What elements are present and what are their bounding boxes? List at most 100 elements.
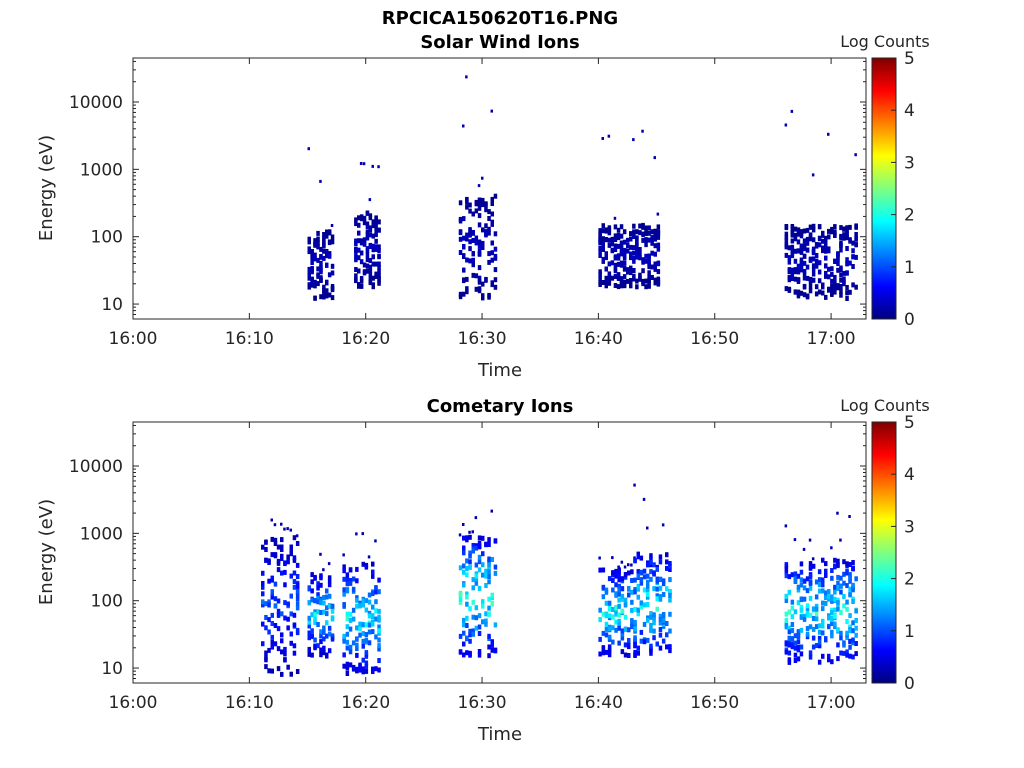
heatmap-cell — [364, 607, 369, 613]
heatmap-cell — [462, 523, 465, 526]
heatmap-cell — [647, 261, 651, 267]
heatmap-cell — [307, 619, 311, 625]
heatmap-cell — [796, 629, 801, 635]
heatmap-cell — [487, 562, 491, 568]
heatmap-cell — [851, 654, 855, 660]
heatmap-cell — [342, 633, 346, 639]
heatmap-cell — [292, 555, 297, 561]
heatmap-cell — [487, 209, 491, 215]
heatmap-cell — [817, 242, 822, 248]
heatmap-cell — [462, 216, 466, 222]
heatmap-cell — [805, 631, 810, 637]
heatmap-cell — [465, 286, 469, 292]
heatmap-cell — [465, 232, 469, 238]
heatmap-cell — [848, 572, 852, 578]
colorbar-gradient — [871, 57, 897, 320]
heatmap-cell — [854, 153, 857, 157]
colorbar-tick-label: 5 — [904, 49, 915, 69]
heatmap-cell — [848, 628, 852, 634]
heatmap-cell — [471, 599, 475, 605]
heatmap-cell — [784, 286, 789, 292]
heatmap-cell — [793, 652, 798, 658]
heatmap-cell — [474, 562, 479, 568]
heatmap-cell — [377, 248, 381, 253]
heatmap-cell — [830, 287, 834, 293]
heatmap-cell — [821, 557, 825, 563]
heatmap-cell — [805, 603, 810, 609]
heatmap-cell — [824, 573, 828, 578]
heatmap-cell — [656, 246, 661, 252]
heatmap-cell — [790, 253, 795, 259]
heatmap-cell — [641, 268, 645, 274]
heatmap-cell — [313, 643, 317, 649]
heatmap-cell — [842, 276, 846, 282]
heatmap-cell — [368, 242, 373, 248]
heatmap-cell — [364, 622, 369, 628]
heatmap-cell — [784, 573, 789, 579]
heatmap-cell — [601, 646, 606, 652]
heatmap-cell — [362, 162, 366, 166]
heatmap-cell — [601, 137, 604, 140]
heatmap-cell — [471, 272, 475, 278]
heatmap-cell — [845, 260, 849, 266]
heatmap-cell — [619, 224, 624, 230]
heatmap-cell — [313, 283, 317, 289]
heatmap-cell — [805, 293, 810, 299]
heatmap-cell — [327, 272, 332, 278]
heatmap-cell — [854, 232, 858, 237]
heatmap-cell — [821, 238, 825, 244]
heatmap-cell — [468, 553, 472, 559]
heatmap-cell — [354, 253, 358, 259]
heatmap-cell — [635, 254, 639, 260]
heatmap-cell — [462, 235, 466, 241]
heatmap-cell — [355, 566, 359, 572]
heatmap-cell — [490, 642, 494, 648]
heatmap-cell — [811, 277, 816, 283]
heatmap-cell — [805, 612, 810, 618]
heatmap-cell — [617, 597, 621, 603]
heatmap-cell — [465, 566, 469, 571]
heatmap-cell — [854, 284, 858, 290]
heatmap-cell — [313, 574, 317, 580]
heatmap-cell — [325, 262, 329, 268]
heatmap-cell — [286, 664, 290, 670]
heatmap-cell — [361, 598, 365, 604]
heatmap-cell — [614, 627, 618, 633]
heatmap-cell — [647, 230, 651, 236]
heatmap-cell — [796, 573, 801, 579]
heatmap-cell — [639, 555, 644, 561]
heatmap-cell — [656, 224, 661, 230]
heatmap-cell — [805, 576, 810, 582]
heatmap-cell — [799, 644, 804, 650]
heatmap-cell — [364, 660, 369, 666]
heatmap-cell — [790, 248, 795, 253]
heatmap-cell — [814, 253, 819, 258]
heatmap-cell — [493, 647, 498, 653]
heatmap-cell — [270, 668, 274, 674]
heatmap-cell — [325, 233, 329, 239]
heatmap-cell — [276, 626, 281, 632]
heatmap-cell — [665, 644, 669, 650]
heatmap-cell — [649, 576, 653, 582]
heatmap-cell — [354, 277, 358, 283]
heatmap-cell — [280, 544, 284, 550]
heatmap-cell — [613, 283, 618, 288]
heatmap-cell — [633, 636, 637, 642]
heatmap-cell — [270, 589, 274, 595]
heatmap-cell — [616, 227, 621, 233]
heatmap-cell — [607, 274, 612, 280]
heatmap-cell — [325, 594, 329, 600]
heatmap-cell — [796, 584, 801, 590]
heatmap-cell — [458, 236, 463, 242]
heatmap-cell — [808, 538, 812, 542]
heatmap-cell — [620, 576, 625, 582]
heatmap-cell — [286, 559, 290, 565]
heatmap-cell — [367, 622, 372, 628]
heatmap-cell — [355, 636, 359, 642]
heatmap-cell — [367, 629, 372, 635]
heatmap-cell — [374, 585, 378, 591]
heatmap-cell — [652, 612, 656, 618]
heatmap-cell — [367, 555, 371, 559]
heatmap-cell — [307, 600, 311, 606]
